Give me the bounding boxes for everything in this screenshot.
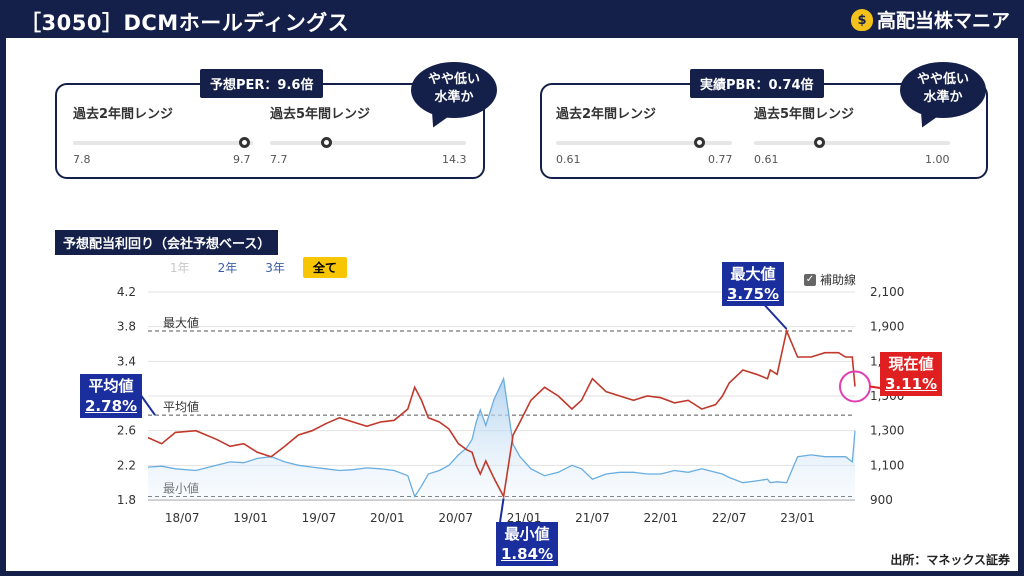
site-logo-text: 高配当株マニア [876, 10, 1010, 32]
range-button-1y[interactable]: 1年 [170, 261, 190, 275]
min-callout-value: 1.84% [501, 545, 554, 563]
min-callout: 最小値 1.84% [496, 522, 559, 566]
pbr-comment-bubble: やや低い 水準か [900, 62, 986, 132]
y-right-tick-label: 1,900 [870, 320, 904, 334]
header-bar: ［3050］DCMホールディングス $ 高配当株マニア [0, 0, 1024, 38]
x-tick-label: 21/01 [507, 511, 542, 525]
y-left-tick-label: 3.8 [117, 320, 136, 334]
x-tick-label: 22/07 [712, 511, 747, 525]
per-range-2y-label: 過去2年間レンジ [73, 107, 174, 122]
frame-left [0, 38, 6, 576]
current-callout-value: 3.11% [885, 375, 938, 393]
pbr-range-5y-marker [814, 137, 826, 148]
avg-callout-label: 平均値 [88, 377, 134, 395]
pbr-range-2y-label: 過去2年間レンジ [556, 107, 657, 122]
per-range-5y-track [270, 141, 466, 145]
range-button-3y[interactable]: 3年 [265, 261, 285, 275]
current-callout-label: 現在値 [888, 355, 934, 373]
chart-title: 予想配当利回り（会社予想ベース） [55, 230, 279, 255]
yield-series-line [147, 328, 856, 500]
pbr-panel-title: 実績PBR：0.74倍 [690, 69, 824, 98]
range-button-all[interactable]: 全て [302, 257, 347, 278]
per-range-5y-marker [321, 137, 333, 148]
per-range-5y-label: 過去5年間レンジ [270, 107, 371, 122]
pbr-range-5y-max: 1.00 [925, 153, 950, 166]
pbr-range-5y-track [754, 141, 950, 145]
y-right-tick-label: 2,100 [870, 285, 904, 299]
x-tick-label: 21/07 [575, 511, 610, 525]
pbr-comment-line1: やや低い [916, 72, 969, 87]
avg-callout: 平均値 2.78% [80, 374, 143, 418]
x-tick-label: 19/01 [233, 511, 268, 525]
current-callout-pointer [869, 385, 881, 389]
ref-line-label: 最大値 [163, 315, 199, 330]
ref-line-label: 平均値 [163, 399, 199, 414]
per-comment-bubble: やや低い 水準か [411, 62, 497, 132]
pbr-range-2y-max: 0.77 [708, 153, 733, 166]
avg-callout-value: 2.78% [85, 397, 138, 415]
checkbox-icon[interactable]: ✓ [804, 273, 816, 286]
min-callout-label: 最小値 [504, 525, 550, 543]
frame-right [1018, 38, 1024, 576]
per-range-5y-max: 14.3 [442, 153, 467, 166]
price-series-line [147, 376, 856, 498]
y-left-tick-label: 2.2 [117, 458, 136, 472]
per-range-5y-min: 7.7 [270, 153, 288, 166]
pbr-range-2y-track [556, 141, 732, 145]
max-callout-label: 最大値 [730, 265, 776, 283]
pbr-range-2y-marker [694, 137, 705, 148]
min-callout-pointer [499, 498, 505, 523]
source-note: 出所：マネックス証券 [890, 553, 1010, 567]
pbr-comment-line2: 水準か [923, 90, 963, 105]
x-tick-label: 23/01 [780, 511, 815, 525]
y-left-tick-label: 4.2 [117, 285, 136, 299]
aux-lines-label: 補助線 [820, 273, 857, 287]
per-range-2y-marker [238, 137, 250, 148]
current-callout: 現在値 3.11% [880, 352, 943, 396]
x-tick-label: 20/01 [370, 511, 405, 525]
pbr-range-5y-label: 過去5年間レンジ [754, 107, 855, 122]
y-left-tick-label: 1.8 [117, 493, 136, 507]
max-callout-value: 3.75% [727, 285, 780, 303]
avg-callout-pointer [139, 393, 156, 416]
y-right-tick-label: 900 [870, 493, 893, 507]
pbr-range-5y-min: 0.61 [754, 153, 779, 166]
x-tick-label: 22/01 [644, 511, 679, 525]
x-tick-label: 18/07 [165, 511, 200, 525]
x-tick-label: 19/07 [302, 511, 337, 525]
per-comment-line2: 水準か [434, 90, 474, 105]
per-range-2y-max: 9.7 [233, 153, 251, 166]
frame-bottom [0, 571, 1024, 576]
aux-lines-toggle[interactable]: ✓ 補助線 [804, 271, 856, 288]
per-range-2y-min: 7.8 [73, 153, 91, 166]
y-left-tick-label: 3.4 [117, 354, 136, 368]
money-bag-icon: $ [850, 8, 873, 31]
range-selector: 1年 2年 3年 全て [160, 257, 355, 278]
range-button-2y[interactable]: 2年 [217, 261, 238, 275]
per-range-2y-track [73, 141, 253, 145]
price-area [148, 378, 855, 500]
site-logo[interactable]: $ 高配当株マニア [850, 6, 1010, 33]
x-tick-label: 20/07 [438, 511, 473, 525]
per-comment-line1: やや低い [427, 72, 480, 87]
y-right-tick-label: 1,100 [870, 458, 904, 472]
max-callout: 最大値 3.75% [722, 262, 785, 306]
y-left-tick-label: 2.6 [117, 424, 136, 438]
page-title: ［3050］DCMホールディングス [20, 11, 350, 35]
per-panel-title: 予想PER：9.6倍 [200, 69, 324, 98]
y-right-tick-label: 1,300 [870, 424, 904, 438]
pbr-range-2y-min: 0.61 [556, 153, 581, 166]
